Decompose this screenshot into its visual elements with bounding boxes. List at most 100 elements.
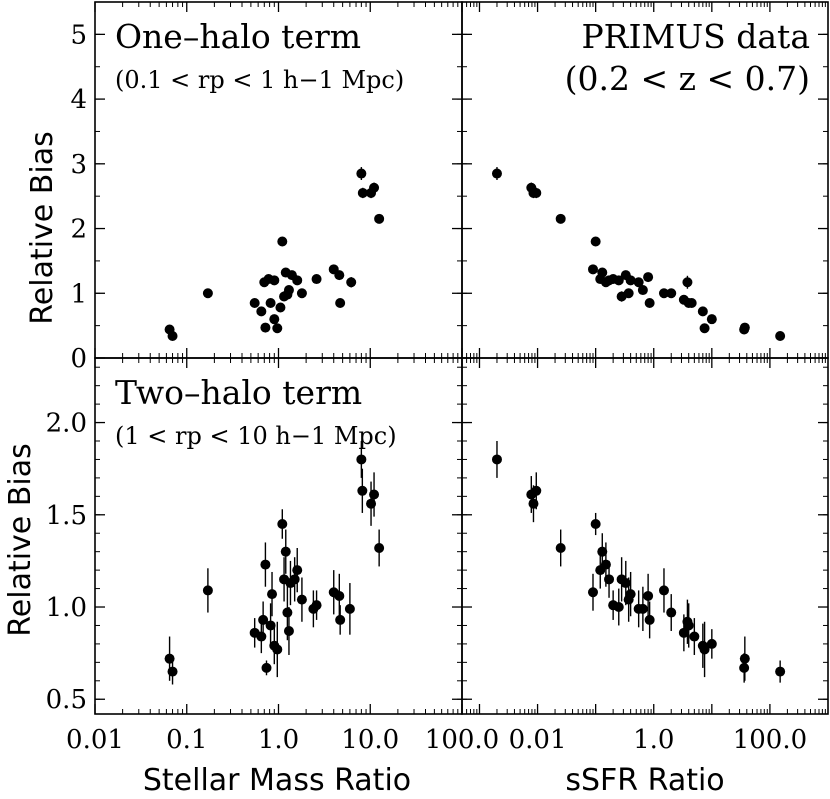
data-point bbox=[256, 306, 267, 317]
data-point bbox=[587, 587, 598, 598]
data-point bbox=[590, 236, 601, 247]
data-point bbox=[289, 574, 300, 585]
y-tick-label: 2 bbox=[70, 215, 87, 245]
data-point bbox=[334, 590, 345, 601]
panel-subtitle-two-halo: (1 < rp < 10 h−1 Mpc) bbox=[115, 422, 397, 450]
data-point bbox=[531, 485, 542, 496]
data-point bbox=[311, 274, 322, 285]
x-tick-label: 1.0 bbox=[633, 725, 674, 755]
data-point bbox=[699, 644, 710, 655]
y-tick-label: 1.5 bbox=[46, 501, 87, 531]
data-point bbox=[643, 272, 654, 283]
data-point bbox=[283, 285, 294, 296]
data-point bbox=[369, 182, 380, 193]
data-point bbox=[699, 323, 710, 334]
data-point bbox=[335, 614, 346, 625]
y-tick-label: 5 bbox=[70, 20, 87, 50]
panel-title-two-halo: Two–halo term bbox=[115, 373, 362, 412]
x-tick-label: 1.0 bbox=[258, 725, 299, 755]
x-axis-label-stellar-mass: Stellar Mass Ratio bbox=[143, 763, 411, 798]
data-point bbox=[296, 594, 307, 605]
data-point bbox=[643, 590, 654, 601]
panel-title-one-halo: One–halo term bbox=[115, 17, 361, 56]
data-point bbox=[202, 288, 213, 299]
data-point bbox=[597, 267, 608, 278]
data-point bbox=[256, 631, 267, 642]
data-point bbox=[280, 546, 291, 557]
data-point bbox=[369, 489, 380, 500]
data-point bbox=[311, 600, 322, 611]
data-point bbox=[706, 638, 717, 649]
data-point bbox=[292, 275, 303, 286]
y-tick-label: 1.0 bbox=[46, 593, 87, 623]
data-point bbox=[644, 614, 655, 625]
data-point bbox=[625, 589, 636, 600]
data-point bbox=[356, 168, 367, 179]
data-point bbox=[555, 542, 566, 553]
data-point bbox=[658, 585, 669, 596]
data-point bbox=[277, 236, 288, 247]
data-point bbox=[597, 546, 608, 557]
y-axis-label-top: Relative Bias bbox=[25, 131, 60, 324]
data-point bbox=[658, 288, 669, 299]
data-point bbox=[666, 288, 677, 299]
data-point bbox=[269, 314, 280, 325]
data-point bbox=[491, 168, 502, 179]
data-point bbox=[272, 644, 283, 655]
panel-title-primus: PRIMUS data bbox=[581, 17, 810, 56]
data-point bbox=[555, 213, 566, 224]
data-point bbox=[682, 277, 693, 288]
x-tick-label: 0.01 bbox=[509, 725, 567, 755]
data-point bbox=[697, 306, 708, 317]
data-point bbox=[334, 270, 345, 281]
data-point bbox=[683, 620, 694, 631]
data-point bbox=[258, 614, 269, 625]
y-tick-label: 4 bbox=[70, 85, 87, 115]
y-tick-label: 3 bbox=[70, 150, 87, 180]
x-tick-label: 100.0 bbox=[425, 725, 499, 755]
data-point bbox=[260, 322, 271, 333]
data-point bbox=[282, 607, 293, 618]
data-point bbox=[689, 631, 700, 642]
data-point bbox=[265, 620, 276, 631]
data-point bbox=[613, 275, 624, 286]
data-point bbox=[335, 297, 346, 308]
data-point bbox=[296, 288, 307, 299]
data-point bbox=[637, 285, 648, 296]
data-point bbox=[346, 277, 357, 288]
data-point bbox=[491, 454, 502, 465]
data-point bbox=[357, 187, 368, 198]
x-tick-label: 0.01 bbox=[66, 725, 124, 755]
y-tick-label: 0 bbox=[70, 344, 87, 374]
data-point bbox=[249, 297, 260, 308]
data-point bbox=[613, 602, 624, 613]
data-point bbox=[267, 589, 278, 600]
data-point bbox=[531, 187, 542, 198]
data-point bbox=[344, 603, 355, 614]
data-point bbox=[167, 666, 178, 677]
panel-frame-two_halo_ssfr bbox=[461, 357, 829, 715]
data-point bbox=[261, 662, 272, 673]
data-point bbox=[706, 314, 717, 325]
data-point bbox=[604, 574, 615, 585]
data-point bbox=[587, 264, 598, 275]
data-point bbox=[637, 603, 648, 614]
data-point bbox=[775, 330, 786, 341]
data-point bbox=[272, 323, 283, 334]
data-point bbox=[686, 297, 697, 308]
x-axis-label-ssfr: sSFR Ratio bbox=[565, 763, 724, 798]
data-point bbox=[625, 275, 636, 286]
marks-layer bbox=[164, 167, 786, 685]
axes-layer: 0 1 2 3 4 5 0.5 1.0 1.5 2.0 0.01 0.1 1.0 10.0 100.0 0.0… bbox=[46, 1, 829, 755]
data-point bbox=[275, 302, 286, 313]
data-point bbox=[739, 653, 750, 664]
y-axis-label-bottom: Relative Bias bbox=[3, 443, 38, 636]
x-tick-label: 100.0 bbox=[733, 725, 807, 755]
data-point bbox=[644, 297, 655, 308]
data-point bbox=[167, 330, 178, 341]
data-point bbox=[633, 277, 644, 288]
x-tick-label: 10.0 bbox=[341, 725, 399, 755]
data-point bbox=[357, 485, 368, 496]
data-point bbox=[202, 585, 213, 596]
